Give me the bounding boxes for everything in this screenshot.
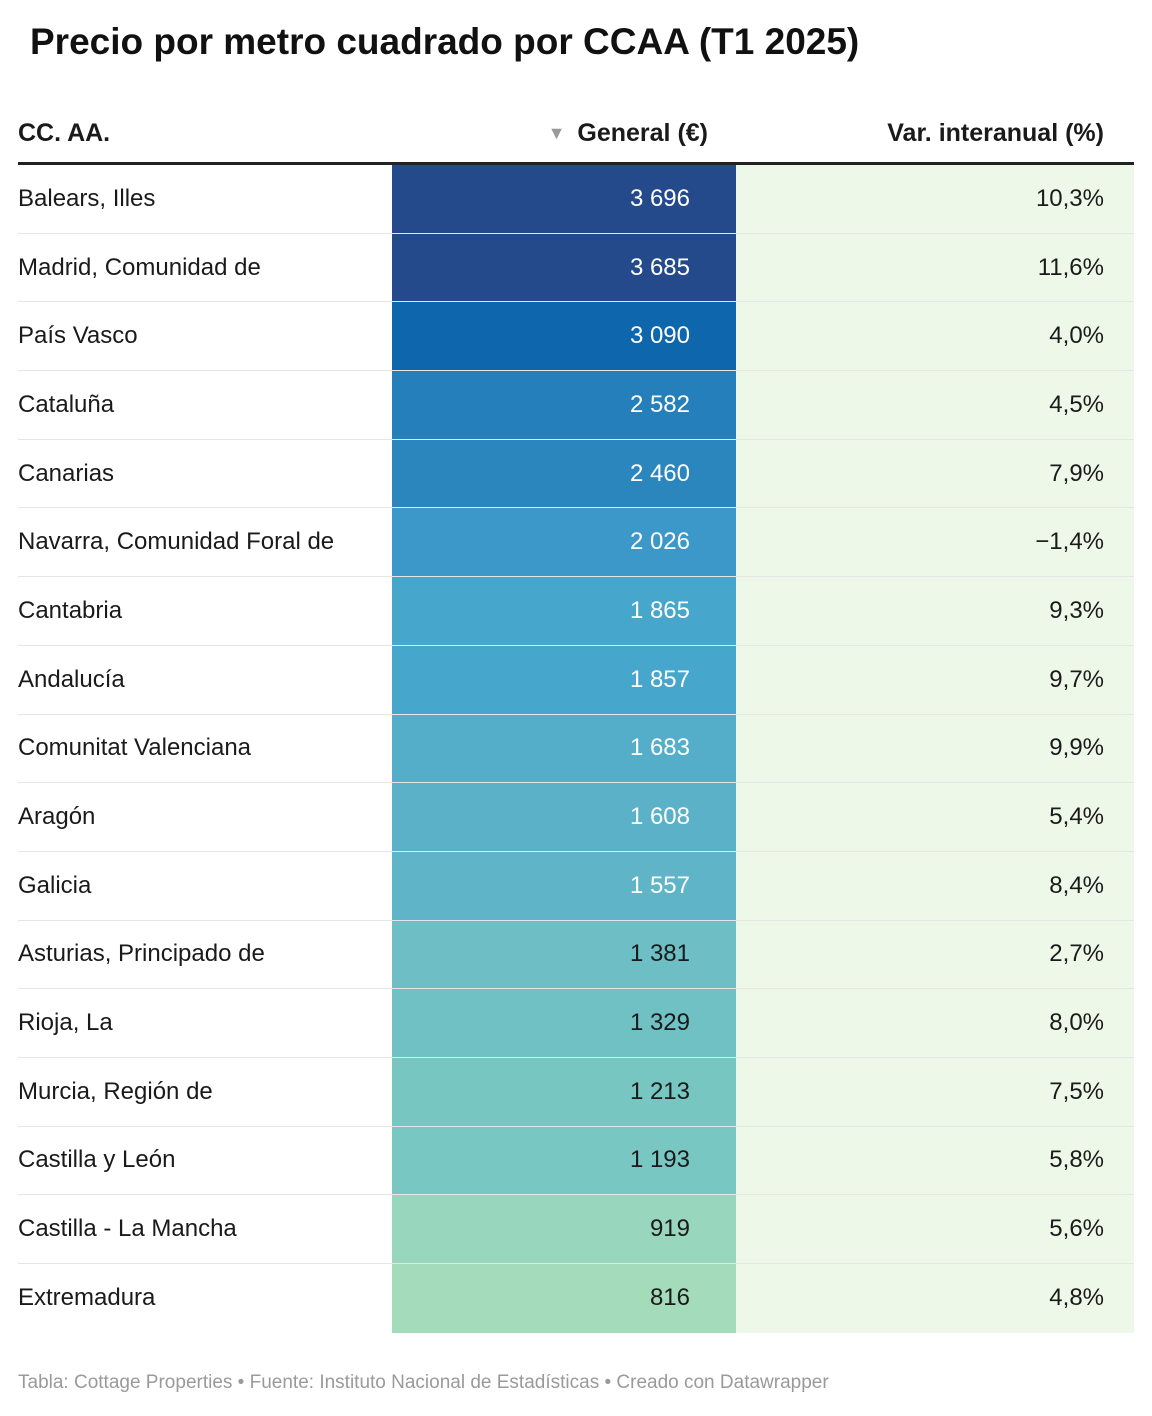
table-row: Galicia 1 557 8,4% [18, 851, 1134, 921]
table-row: Rioja, La 1 329 8,0% [18, 989, 1134, 1058]
column-header-region[interactable]: CC. AA. [18, 119, 111, 147]
table-row: Canarias 2 460 7,9% [18, 439, 1134, 509]
region-cell: Comunitat Valenciana [18, 734, 252, 762]
table-row: Balears, Illes 3 696 10,3% [18, 165, 1134, 234]
region-cell: Extremadura [18, 1284, 156, 1312]
region-cell: Murcia, Región de [18, 1077, 213, 1105]
price-cell: 1 557 [392, 851, 736, 920]
price-cell: 1 865 [392, 577, 736, 645]
price-cell: 3 685 [392, 233, 736, 302]
variation-cell: 9,3% [736, 577, 1134, 645]
table-row: Comunitat Valenciana 1 683 9,9% [18, 714, 1134, 784]
table-row: Castilla - La Mancha 919 5,6% [18, 1195, 1134, 1264]
table-row: Asturias, Principado de 1 381 2,7% [18, 920, 1134, 990]
region-cell: Canarias [18, 459, 115, 487]
region-cell: Aragón [18, 803, 96, 831]
table-row: Madrid, Comunidad de 3 685 11,6% [18, 233, 1134, 303]
price-cell: 1 381 [392, 920, 736, 989]
table-header: CC. AA. ▼ General (€) Var. interanual (%) [18, 100, 1134, 165]
region-cell: Cantabria [18, 596, 123, 624]
sort-descending-icon[interactable]: ▼ [547, 123, 566, 143]
price-cell: 2 582 [392, 371, 736, 439]
price-cell: 816 [392, 1264, 736, 1333]
price-cell: 1 213 [392, 1057, 736, 1126]
table-row: Navarra, Comunidad Foral de 2 026 −1,4% [18, 508, 1134, 578]
variation-cell: 9,7% [736, 645, 1134, 714]
variation-cell: −1,4% [736, 508, 1134, 577]
table-body: Balears, Illes 3 696 10,3% Madrid, Comunida… [18, 165, 1134, 1333]
price-cell: 1 857 [392, 645, 736, 714]
variation-cell: 8,0% [736, 989, 1134, 1057]
price-cell: 919 [392, 1195, 736, 1263]
variation-cell: 9,9% [736, 714, 1134, 783]
variation-cell: 5,6% [736, 1195, 1134, 1263]
region-cell: Galicia [18, 871, 92, 899]
variation-cell: 4,5% [736, 371, 1134, 439]
table-row: Andalucía 1 857 9,7% [18, 645, 1134, 715]
price-cell: 1 608 [392, 783, 736, 851]
variation-cell: 2,7% [736, 920, 1134, 989]
price-cell: 2 026 [392, 508, 736, 577]
region-cell: Castilla - La Mancha [18, 1215, 237, 1243]
region-cell: Navarra, Comunidad Foral de [18, 528, 335, 556]
variation-cell: 7,9% [736, 439, 1134, 508]
table-row: Extremadura 816 4,8% [18, 1264, 1134, 1333]
region-cell: Andalucía [18, 665, 125, 693]
table-row: Cantabria 1 865 9,3% [18, 577, 1134, 646]
price-cell: 1 683 [392, 714, 736, 783]
table-row: Castilla y León 1 193 5,8% [18, 1126, 1134, 1196]
region-cell: Rioja, La [18, 1009, 113, 1037]
table-row: País Vasco 3 090 4,0% [18, 302, 1134, 372]
column-header-price[interactable]: ▼ General (€) [392, 100, 708, 165]
price-cell: 3 696 [392, 165, 736, 233]
region-cell: País Vasco [18, 322, 138, 350]
variation-cell: 4,8% [736, 1264, 1134, 1333]
price-cell: 2 460 [392, 439, 736, 508]
table-row: Cataluña 2 582 4,5% [18, 371, 1134, 440]
price-cell: 3 090 [392, 302, 736, 371]
region-cell: Asturias, Principado de [18, 940, 265, 968]
chart-title: Precio por metro cuadrado por CCAA (T1 2… [30, 21, 860, 62]
variation-cell: 10,3% [736, 165, 1134, 233]
table-row: Aragón 1 608 5,4% [18, 783, 1134, 852]
source-footer: Tabla: Cottage Properties • Fuente: Inst… [18, 1372, 829, 1393]
variation-cell: 5,4% [736, 783, 1134, 851]
region-cell: Cataluña [18, 390, 115, 418]
variation-cell: 7,5% [736, 1057, 1134, 1126]
region-cell: Madrid, Comunidad de [18, 253, 261, 281]
variation-cell: 8,4% [736, 851, 1134, 920]
region-cell: Balears, Illes [18, 184, 156, 212]
variation-cell: 11,6% [736, 233, 1134, 302]
variation-cell: 5,8% [736, 1126, 1134, 1195]
column-header-variation[interactable]: Var. interanual (%) [887, 119, 1104, 147]
column-header-price-label: General (€) [577, 119, 708, 147]
region-cell: Castilla y León [18, 1146, 176, 1174]
price-cell: 1 329 [392, 989, 736, 1057]
price-cell: 1 193 [392, 1126, 736, 1195]
data-table: CC. AA. ▼ General (€) Var. interanual (%)… [18, 100, 1134, 1333]
table-row: Murcia, Región de 1 213 7,5% [18, 1057, 1134, 1127]
variation-cell: 4,0% [736, 302, 1134, 371]
